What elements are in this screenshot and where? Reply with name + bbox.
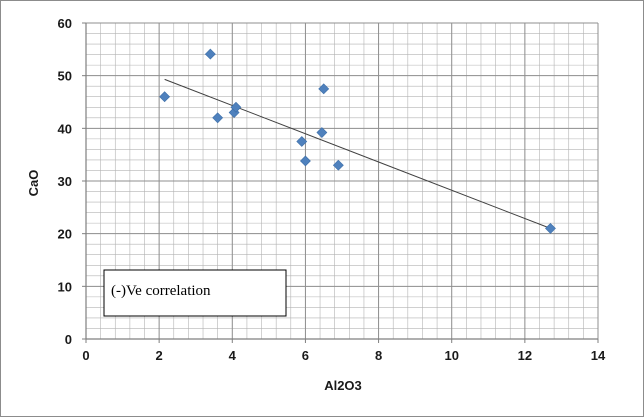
data-point [300,155,311,167]
y-tick-label: 60 [58,16,72,31]
y-tick-label: 20 [58,227,72,242]
annotation-text: (-)Ve correlation [111,283,211,299]
data-point [332,159,344,171]
x-tick-label: 14 [591,348,606,363]
data-point [296,136,308,147]
data-point [230,101,242,113]
x-tick-label: 2 [156,348,163,363]
x-tick-labels: 0 2 4 6 8 10 12 14 [82,339,606,363]
y-tick-label: 30 [58,174,72,189]
y-axis-title: CaO [26,170,41,197]
x-axis-title: Al2O3 [324,378,362,393]
data-point [159,91,171,103]
data-points [159,48,556,234]
data-point [316,127,328,138]
y-tick-label: 50 [58,69,72,84]
y-tick-label: 40 [58,121,72,136]
x-tick-label: 4 [229,348,237,363]
annotation-border [103,269,287,317]
y-tick-label: 0 [65,332,72,347]
data-point [212,112,224,124]
x-tick-label: 10 [444,348,458,363]
x-tick-label: 8 [375,348,382,363]
annotation-box: (-)Ve correlation [103,269,287,317]
y-tick-label: 10 [58,279,72,294]
trendline-group [164,78,551,229]
x-tick-label: 12 [518,348,532,363]
data-point [204,48,216,60]
data-point [318,83,330,95]
x-tick-label: 6 [302,348,309,363]
x-tick-label: 0 [82,348,89,363]
y-tick-labels: 0 10 20 30 40 50 60 [58,16,86,347]
data-point [545,222,556,234]
trendline [164,78,551,229]
